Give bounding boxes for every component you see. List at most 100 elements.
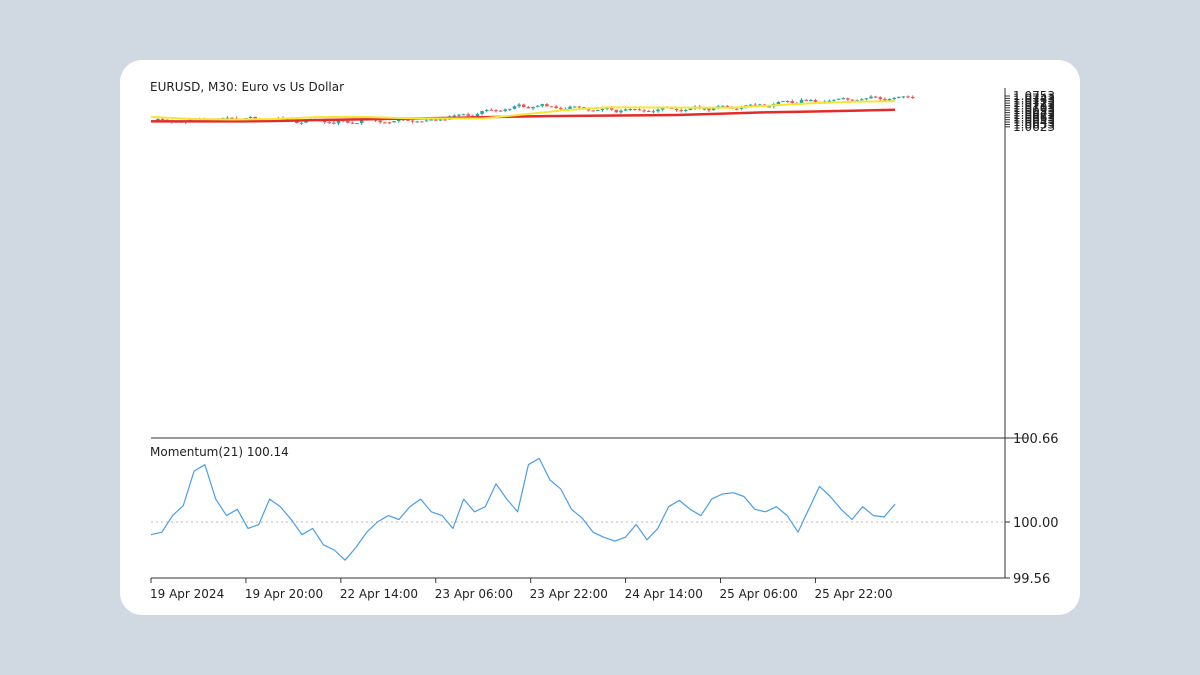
candle-body [702,108,707,110]
candle-body [651,111,656,113]
candle-body [901,96,906,98]
candle-body [429,119,433,121]
candle-body [892,97,896,99]
price-tick-label: 1.0703 [1013,101,1055,115]
candle-body [642,110,646,112]
candle-body [734,108,739,110]
candle-body [910,97,915,99]
candle-body [869,96,873,99]
candle-body [790,101,795,103]
candle-body [332,122,336,124]
candle-body [637,109,642,111]
candle-body [572,106,577,108]
candle-body [707,108,711,111]
candle-body [508,108,512,110]
candle-body [457,114,461,116]
candle-body [767,106,771,108]
chart-title: EURUSD, M30: Euro vs Us Dollar [150,80,344,94]
candle-body [628,108,632,110]
candle-body [776,101,781,105]
candle-body [392,121,396,123]
candle-body [503,109,507,111]
candle-body [596,110,600,112]
momentum-tick-label: 100.00 [1013,516,1059,531]
candle-body [568,106,572,110]
candle-body [466,114,470,116]
candle-body [582,107,586,109]
candle-body [452,115,457,117]
chart-card: EURUSD, M30: Euro vs Us Dollar 1.0753 1.0… [120,60,1080,615]
price-tick-label: 1.0643 [1013,115,1055,129]
candle-body [684,110,688,112]
candle-body [475,113,480,117]
candle-body [600,108,605,111]
candle-body [758,104,762,106]
candle-body [577,106,582,108]
candle-body [415,121,420,123]
candle-body [378,120,382,123]
candle-body [646,110,651,112]
candle-body [230,117,234,119]
candle-body [387,122,392,124]
candle-body [679,110,683,112]
candle-body [355,123,359,125]
candle-body [591,110,595,112]
price-tick-label: 1.0623 [1013,120,1055,134]
candle-body [295,120,299,124]
candle-body [531,106,535,109]
candle-body [322,120,327,123]
candle-body [674,108,679,111]
candle-body [336,120,341,124]
candle-body [864,98,869,100]
candle-body [781,101,785,103]
candle-body [438,119,443,121]
candle-body [396,119,401,122]
candle-body [359,120,364,124]
candle-body [545,104,549,107]
candle-body [688,108,693,111]
candle-body [633,108,637,110]
candle-body [906,96,910,98]
candle-body [753,104,758,106]
price-tick-label: 1.0633 [1013,117,1055,131]
candle-body [614,109,619,113]
candle-body [383,122,387,124]
candle-body [804,99,808,101]
candle-body [406,119,410,121]
candle-body [480,111,484,114]
momentum-line [150,457,896,561]
candle-body [721,105,725,107]
x-tick-label: 22 Apr 14:00 [340,587,418,601]
candle-body [424,120,429,122]
candle-body [827,100,832,102]
candle-body [443,119,447,121]
candle-body [253,116,257,120]
candle-body [554,106,558,109]
candle-body [559,108,563,110]
candle-body [540,104,545,106]
candle-body [799,99,804,104]
candle-body [248,116,253,119]
candle-body [420,121,424,123]
candle-body [850,99,855,101]
price-tick-label: 1.0743 [1013,91,1055,105]
candle-body [813,100,818,102]
x-tick-label: 19 Apr 20:00 [245,587,323,601]
candle-body [498,110,503,112]
candle-body [897,96,901,98]
candle-body [623,109,628,111]
candle-body [887,98,892,101]
candle-body [748,104,753,106]
price-tick-label: 1.0663 [1013,110,1055,124]
candle-body [859,99,864,101]
momentum-label: Momentum(21) 100.14 [150,445,289,459]
candle-body [304,120,308,123]
x-tick-label: 25 Apr 06:00 [720,587,798,601]
candle-body [489,109,494,111]
candle-body [619,110,623,113]
candle-body [461,114,466,116]
candle-body [517,104,521,107]
candle-body [494,110,498,112]
candle-body [549,106,554,108]
candle-body [350,122,355,124]
